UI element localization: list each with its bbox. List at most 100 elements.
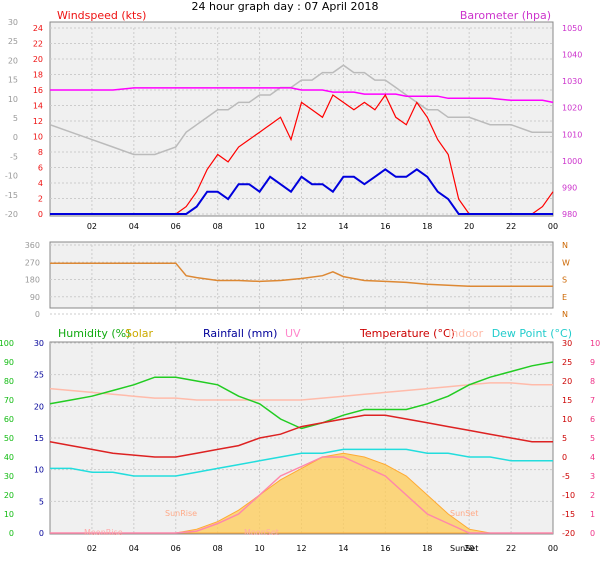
uv-tick: 10 <box>590 339 600 348</box>
x-tick-bottom: 12 <box>296 544 306 553</box>
windspeed-tick: 4 <box>38 179 43 188</box>
windspeed-tick: 6 <box>38 164 43 173</box>
uv-axis-label: UV <box>285 327 301 340</box>
x-tick-top: 12 <box>296 222 306 231</box>
humidity-tick: 70 <box>4 396 14 405</box>
x-ticks-top: 02 04 06 08 10 12 14 16 18 20 22 00 <box>87 222 558 231</box>
x-tick-bottom: 22 <box>506 544 516 553</box>
direction-tick: 0 <box>35 310 40 319</box>
chart-title: 24 hour graph day : 07 April 2018 <box>192 0 379 13</box>
uv-tick: 1 <box>590 510 595 519</box>
humidity-line <box>49 361 554 430</box>
uv-tick: 7 <box>590 396 595 405</box>
rainfall-ticks: 0 5 10 15 20 25 30 <box>34 339 44 538</box>
direction-line <box>50 262 553 287</box>
windspeed-tick: 22 <box>33 40 43 49</box>
barometer-tick: 1040 <box>562 51 582 60</box>
sunset-axis-annotation: SunSet <box>450 544 478 553</box>
direction-panel-gridlines <box>50 244 553 315</box>
moonset-annotation: MoonSet <box>244 528 279 537</box>
humidity-tick: 90 <box>4 358 14 367</box>
x-tick-top: 06 <box>171 222 181 231</box>
barometer-tick: 990 <box>562 183 577 192</box>
uv-tick: 5 <box>590 434 595 443</box>
compass-tick: W <box>562 258 570 267</box>
dewpoint-line <box>50 448 553 477</box>
x-tick-top: 04 <box>129 222 139 231</box>
direction-series <box>50 262 553 287</box>
windspeed-tick: 18 <box>33 71 43 80</box>
uv-tick: 4 <box>590 453 595 462</box>
aux-left-tick: 0 <box>13 133 18 142</box>
barometer-tick: 1050 <box>562 24 582 33</box>
baro-right-ticks: 980 990 1000 1010 1020 1030 1040 1050 <box>562 24 582 219</box>
uv-line <box>50 456 553 534</box>
compass-tick: E <box>562 293 567 302</box>
rainfall-tick: 30 <box>34 339 44 348</box>
x-ticks-bottom: 02 04 06 08 10 12 14 16 18 20 22 00 <box>87 544 558 553</box>
compass-tick: S <box>562 276 567 285</box>
x-tick-bottom: 16 <box>380 544 390 553</box>
x-tick-top: 20 <box>464 222 474 231</box>
temperature-tick: 25 <box>562 358 572 367</box>
x-tick-top: 18 <box>422 222 432 231</box>
compass-tick: N <box>562 241 568 250</box>
wind-panel-background <box>49 21 554 217</box>
rainfall-tick: 0 <box>39 529 44 538</box>
barometer-axis-label: Barometer (hpa) <box>460 9 551 22</box>
x-tick-bottom: 18 <box>422 544 432 553</box>
aux-left-tick: 20 <box>8 56 18 65</box>
x-tick-bottom: 10 <box>254 544 264 553</box>
x-tick-bottom: 06 <box>171 544 181 553</box>
temperature-tick: -10 <box>562 491 575 500</box>
gray-trace-line <box>49 64 553 156</box>
humidity-axis-label: Humidity (%) <box>58 327 130 340</box>
barometer-tick: 1010 <box>562 130 582 139</box>
uv-tick: 2 <box>590 491 595 500</box>
wind-panel-gridlines <box>50 27 553 215</box>
temperature-axis-label: Temperature (°C) <box>359 327 455 340</box>
x-tick-top: 02 <box>87 222 97 231</box>
windspeed-tick: 2 <box>38 195 43 204</box>
rainfall-axis-label: Rainfall (mm) <box>203 327 277 340</box>
barometer-line <box>50 87 554 104</box>
humidity-tick: 30 <box>4 472 14 481</box>
windspeed-tick: 0 <box>38 210 43 219</box>
rainfall-tick: 20 <box>34 402 44 411</box>
x-tick-top: 08 <box>213 222 223 231</box>
x-tick-bottom: 08 <box>213 544 223 553</box>
average-wind-line <box>50 168 553 215</box>
windspeed-tick: 10 <box>33 133 43 142</box>
sunset-annotation: SunSet <box>450 509 478 518</box>
x-tick-bottom: 20 <box>464 544 474 553</box>
humidity-tick: 100 <box>0 339 14 348</box>
windspeed-tick: 14 <box>33 102 43 111</box>
x-tick-bottom: 00 <box>548 544 558 553</box>
x-tick-top: 00 <box>548 222 558 231</box>
aux-left-tick: 15 <box>8 76 18 85</box>
rainfall-tick: 10 <box>34 466 44 475</box>
solar-axis-label: Solar <box>125 327 154 340</box>
rainfall-tick: 25 <box>34 371 44 380</box>
temperature-tick: -20 <box>562 529 575 538</box>
windspeed-tick: 8 <box>38 148 43 157</box>
direction-tick: 90 <box>30 293 40 302</box>
temperature-line <box>49 414 553 458</box>
aux-left-tick: -5 <box>10 152 18 161</box>
aux-left-tick: -10 <box>5 172 18 181</box>
humidity-tick: 10 <box>4 510 14 519</box>
uv-tick: 8 <box>590 377 595 386</box>
x-tick-bottom: 02 <box>87 544 97 553</box>
rainfall-tick: 5 <box>39 497 44 506</box>
windspeed-tick: 24 <box>33 24 43 33</box>
x-tick-top: 22 <box>506 222 516 231</box>
windspeed-tick: 12 <box>33 117 43 126</box>
x-tick-top: 16 <box>380 222 390 231</box>
temperature-tick: 20 <box>562 377 572 386</box>
dewpoint-axis-label: Dew Point (°C) <box>492 327 572 340</box>
humidity-tick: 0 <box>9 529 14 538</box>
windspeed-axis-label: Windspeed (kts) <box>57 9 146 22</box>
humidity-tick: 80 <box>4 377 14 386</box>
